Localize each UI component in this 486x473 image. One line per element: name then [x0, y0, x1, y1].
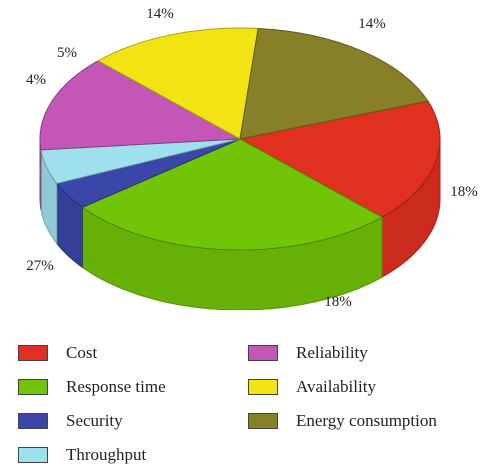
pie-slice-availability	[97, 27, 259, 140]
legend-swatch-security	[18, 413, 48, 429]
pie-label-reliability: 14%	[146, 6, 174, 22]
legend-label-cost: Cost	[66, 343, 98, 362]
pie-label-throughput: 5%	[57, 45, 77, 61]
legend-item-energy-consumption: Energy consumption	[248, 411, 437, 431]
pie-chart: 18% 27% 4% 5% 14% 14% 18%	[26, 6, 478, 310]
legend-label-throughput: Throughput	[66, 445, 147, 464]
pie-label-availability: 14%	[358, 16, 386, 32]
legend-swatch-cost	[18, 345, 48, 361]
legend-item-throughput: Throughput	[18, 445, 146, 465]
legend-label-availability: Availability	[296, 377, 376, 396]
pie-label-cost: 18%	[324, 294, 352, 310]
legend-label-response-time: Response time	[66, 377, 166, 396]
legend-label-energy-consumption: Energy consumption	[296, 411, 437, 430]
legend-swatch-availability	[248, 379, 278, 395]
legend-swatch-response-time	[18, 379, 48, 395]
legend-swatch-throughput	[18, 447, 48, 463]
pie-slice-reliability	[39, 60, 242, 151]
legend-item-response-time: Response time	[18, 377, 166, 397]
pie-slice-cost	[238, 100, 441, 218]
legend-item-cost: Cost	[18, 343, 97, 363]
pie-slice-energy-consumption	[239, 27, 429, 140]
pie-slice-response-time	[81, 138, 383, 251]
pie-label-energy-consumption: 18%	[450, 184, 478, 200]
legend-item-security: Security	[18, 411, 123, 431]
legend-swatch-energy-consumption	[248, 413, 278, 429]
legend-label-security: Security	[66, 411, 123, 430]
pie-label-security: 4%	[26, 72, 46, 88]
legend-item-reliability: Reliability	[248, 343, 368, 363]
legend-swatch-reliability	[248, 345, 278, 361]
legend-item-availability: Availability	[248, 377, 376, 397]
legend-label-reliability: Reliability	[296, 343, 368, 362]
pie-label-response-time: 27%	[26, 258, 54, 274]
